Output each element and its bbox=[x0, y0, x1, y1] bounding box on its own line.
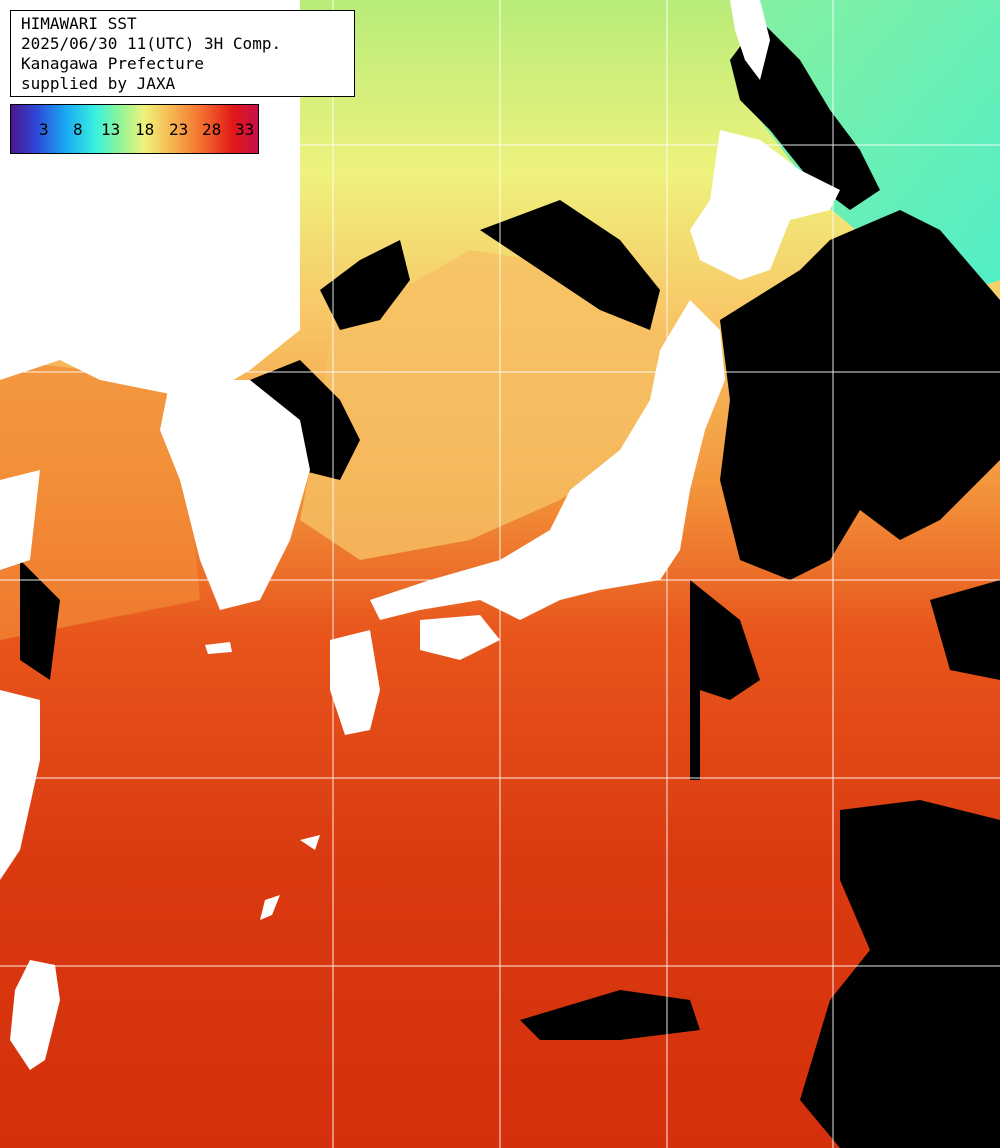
land bbox=[0, 0, 840, 1070]
landmass-kyushu bbox=[330, 630, 380, 735]
legend-tick-28: 28 bbox=[202, 120, 222, 139]
cloud-east-edge bbox=[930, 580, 1000, 680]
legend-tick-8: 8 bbox=[73, 120, 83, 139]
product-title: HIMAWARI SST bbox=[21, 14, 137, 33]
landmass-ryukyu bbox=[260, 835, 320, 920]
landmass-korea bbox=[160, 380, 310, 610]
legend-tick-13: 13 bbox=[101, 120, 121, 139]
cloud-hokkaido-north bbox=[730, 20, 880, 210]
cloud-pacific-south bbox=[520, 990, 700, 1040]
landmass-shikoku bbox=[420, 615, 500, 660]
landmass-honshu bbox=[370, 300, 725, 620]
cloud-pacific-central bbox=[690, 580, 760, 780]
legend-tick-23: 23 bbox=[169, 120, 189, 139]
landmass-taiwan bbox=[10, 960, 60, 1070]
landmass-sakhalin bbox=[730, 0, 770, 80]
cloud-china-coast bbox=[20, 560, 60, 680]
legend-tick-33: 33 bbox=[235, 120, 255, 139]
landmass-jeju bbox=[205, 642, 232, 654]
map-info-box: HIMAWARI SST 2025/06/30 11(UTC) 3H Comp.… bbox=[10, 10, 355, 97]
sea-surface-west bbox=[0, 360, 200, 640]
landmass-hokkaido bbox=[690, 130, 840, 280]
legend-tick-18: 18 bbox=[135, 120, 155, 139]
cloud-sea-of-japan-west bbox=[320, 240, 410, 330]
legend-tick-3: 3 bbox=[39, 120, 49, 139]
region-name: Kanagawa Prefecture bbox=[21, 54, 205, 73]
temperature-color-scale: 3 8 13 18 23 28 33 bbox=[10, 104, 259, 154]
cloud-honshu-north bbox=[480, 200, 660, 330]
grid-label-40n: ON bbox=[22, 354, 38, 369]
data-supplier: supplied by JAXA bbox=[21, 74, 176, 93]
cloud-northeast bbox=[720, 210, 1000, 580]
grid-label-30n: ON bbox=[22, 760, 38, 775]
landmass-asia-mainland bbox=[0, 0, 300, 400]
observation-time: 2025/06/30 11(UTC) 3H Comp. bbox=[21, 34, 282, 53]
cloud-pacific-east bbox=[800, 800, 1000, 1148]
sea-surface-sea-of-japan bbox=[300, 250, 660, 560]
landmass-china-south bbox=[0, 690, 40, 880]
landmass-china-east bbox=[0, 470, 40, 570]
